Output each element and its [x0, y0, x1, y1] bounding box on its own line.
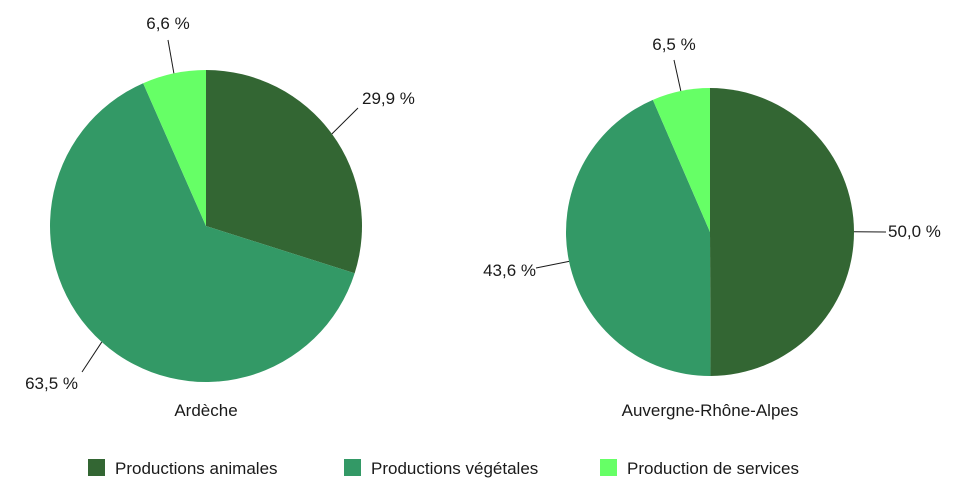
pie-ardeche: 29,9 % 63,5 % 6,6 % Ardèche [25, 14, 415, 420]
pie-slice-auvergne-rhone-alpes-productions-animales [710, 88, 854, 376]
pie-title-auvergne-rhone-alpes: Auvergne-Rhône-Alpes [622, 401, 799, 420]
data-label-ardeche-production-de-services: 6,6 % [146, 14, 189, 33]
pie-auvergne-rhone-alpes: 50,0 % 43,6 % 6,5 % Auvergne-Rhône-Alpes [483, 35, 941, 420]
pie-slice-auvergne-rhone-alpes-production-de-services [652, 88, 710, 232]
leader-line-ardeche-production-de-services [167, 39, 175, 74]
data-label-ardeche-productions-vegetales: 63,5 % [25, 374, 78, 393]
legend-swatch-production-de-services [600, 459, 617, 476]
leader-line-ardeche-productions-vegetales [81, 341, 103, 373]
legend-label-productions-vegetales: Productions végétales [371, 459, 538, 478]
legend-label-production-de-services: Production de services [627, 459, 799, 478]
pie-slice-auvergne-rhone-alpes-productions-vegetales [565, 99, 711, 377]
data-label-auvergne-rhone-alpes-productions-animales: 50,0 % [888, 222, 941, 241]
legend-swatch-productions-animales [88, 459, 105, 476]
leader-line-auvergne-rhone-alpes-productions-vegetales [535, 260, 570, 269]
legend-swatch-productions-vegetales [344, 459, 361, 476]
pie-slice-ardeche-production-de-services [143, 70, 206, 226]
legend: Productions animales Productions végétal… [88, 459, 799, 478]
data-label-auvergne-rhone-alpes-production-de-services: 6,5 % [652, 35, 695, 54]
data-label-ardeche-productions-animales: 29,9 % [362, 89, 415, 108]
pie-slice-ardeche-productions-vegetales [49, 83, 355, 382]
data-label-auvergne-rhone-alpes-productions-vegetales: 43,6 % [483, 261, 536, 280]
leader-line-auvergne-rhone-alpes-production-de-services [673, 59, 682, 92]
leader-line-ardeche-productions-animales [331, 107, 359, 135]
legend-label-productions-animales: Productions animales [115, 459, 278, 478]
pie-slice-ardeche-productions-animales [206, 70, 362, 274]
pie-title-ardeche: Ardèche [174, 401, 237, 420]
